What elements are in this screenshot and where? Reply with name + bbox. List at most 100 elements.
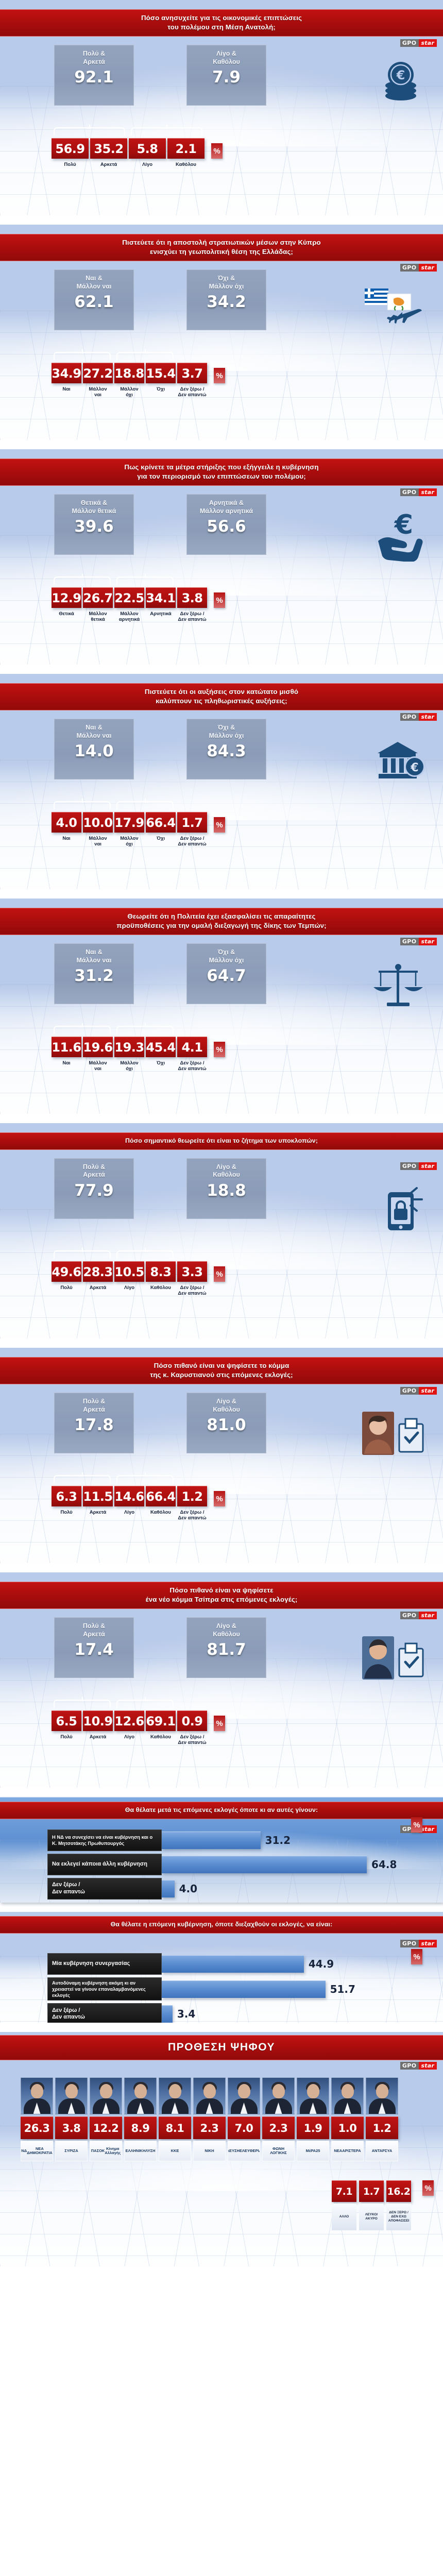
axis-label: Δεν ξέρω / Δεν απαντώ bbox=[178, 1510, 207, 1521]
value-cube-row: 4.0 10.0 17.9 66.4 1.7% bbox=[52, 812, 225, 833]
party-logo-line1: ΑΝΤΑΡΣΥΑ bbox=[371, 2148, 393, 2153]
party-column[interactable]: 1.2 ΑΝΤΑΡΣΥΑ bbox=[366, 2077, 398, 2161]
summary-label-line1: Λίγο & bbox=[216, 49, 236, 57]
party-value: 3.8 bbox=[55, 2116, 88, 2139]
panel-title: Θεωρείτε ότι η Πολιτεία έχει εξασφαλίσει… bbox=[0, 908, 443, 935]
greece-cyprus-flags-jet-icon bbox=[364, 285, 425, 345]
party-value: 7.0 bbox=[228, 2116, 260, 2139]
party-column[interactable]: 12.2 ΠΑΣΟΚ Κίνημα Αλλαγής bbox=[90, 2077, 122, 2161]
axis-label: Πολύ bbox=[60, 1285, 73, 1291]
party-column[interactable]: 1.0 ΝΕΑ ΑΡΙΣΤΕΡΑ bbox=[331, 2077, 364, 2161]
axis-label: Δεν ξέρω / Δεν απαντώ bbox=[178, 1060, 207, 1072]
gpo-logo-text: GPO bbox=[400, 264, 419, 272]
axis-label: Αρκετά bbox=[100, 162, 117, 167]
bar-fill bbox=[162, 2005, 173, 2023]
other-option-column: 16.2 ΔΕΝ ΞΕΡΩ / ΔΕΝ ΕΧΩ ΑΠΟΦΑΣΙΣΕΙ bbox=[386, 2180, 411, 2230]
value-cube: 1.7 bbox=[177, 812, 207, 833]
party-leader-portrait bbox=[21, 2077, 53, 2114]
grouping-brace-right bbox=[116, 1700, 174, 1708]
panel-title: Πόσο ανησυχείτε για τις οικονομικές επιπ… bbox=[0, 9, 443, 37]
party-value: 1.0 bbox=[331, 2116, 364, 2139]
star-logo-text: star bbox=[418, 938, 437, 945]
portrait-head bbox=[306, 2084, 319, 2098]
panel-title: Πως κρίνετε τα μέτρα στήριξης που εξήγγε… bbox=[0, 459, 443, 486]
summary-box-negative: Λίγο & Καθόλου 81.0 bbox=[186, 1392, 266, 1453]
party-value: 12.2 bbox=[90, 2116, 122, 2139]
portrait-head bbox=[30, 2084, 43, 2098]
gpo-logo-text: GPO bbox=[400, 488, 419, 496]
bar-row: Η ΝΔ να συνεχίσει να είναι κυβέρνηση και… bbox=[47, 1829, 408, 1851]
party-leader-portrait bbox=[262, 2077, 295, 2114]
axis-label-row: Θετικά Μάλλον θετικά Μάλλον αρνητικά Αρνητικά… bbox=[52, 611, 207, 623]
party-column[interactable]: 2.3 ΝΙΚΗ bbox=[193, 2077, 226, 2161]
axis-label: Μάλλον όχι bbox=[120, 386, 139, 398]
bar-row: Αυτοδύναμη κυβέρνηση ακόμη κι αν χρειαστ… bbox=[47, 1977, 408, 2001]
axis-label: Λίγο bbox=[142, 162, 153, 167]
portrait-head bbox=[203, 2084, 216, 2098]
summary-label-line2: Μάλλον αρνητικά bbox=[199, 507, 253, 515]
gpo-star-logo: GPO star bbox=[400, 1612, 437, 1619]
value-cube: 66.4 bbox=[146, 812, 176, 833]
party-column[interactable]: 8.1 ΚΚΕ bbox=[159, 2077, 191, 2161]
axis-label-row: Ναι Μάλλον ναι Μάλλον όχι Όχι Δεν ξέρω / Δεν απ… bbox=[52, 1060, 207, 1072]
other-option-column: 1.7 ΛΕΥΚΟ/ΑΚΥΡΟ bbox=[359, 2180, 384, 2230]
party-logo: ΝΔ ΝΕΑ ΔΗΜΟΚΡΑΤΙΑ bbox=[21, 2141, 53, 2161]
percent-badge: % bbox=[411, 1817, 422, 1833]
gpo-logo-text: GPO bbox=[400, 1612, 419, 1619]
axis-label: Ναι bbox=[62, 1060, 71, 1066]
bar-label: Αυτοδύναμη κυβέρνηση ακόμη κι αν χρειαστ… bbox=[47, 1977, 162, 2001]
summary-label: Ναι & Μάλλον ναι bbox=[55, 948, 133, 964]
grouping-brace-left bbox=[54, 1475, 111, 1483]
value-cube: 1.2 bbox=[177, 1486, 207, 1506]
summary-label-line2: Μάλλον όχι bbox=[209, 282, 244, 290]
panel-title: Πιστεύετε ότι η αποστολή στρατιωτικών μέ… bbox=[0, 234, 443, 261]
value-cube: 34.1 bbox=[146, 587, 176, 608]
party-column[interactable]: 26.3 ΝΔ ΝΕΑ ΔΗΜΟΚΡΑΤΙΑ bbox=[21, 2077, 53, 2161]
party-column[interactable]: 2.3 ΦΩΝΗ ΛΟΓΙΚΗΣ bbox=[262, 2077, 295, 2161]
axis-label: Καθόλου bbox=[176, 162, 196, 167]
axis-label: Δεν ξέρω / Δεν απαντώ bbox=[178, 1734, 207, 1746]
panel-title-line2: του πολέμου στη Μέση Ανατολή; bbox=[167, 23, 276, 31]
value-cube: 66.4 bbox=[146, 1486, 176, 1506]
summary-value: 81.0 bbox=[207, 1416, 246, 1435]
panel-title: ΠΡΟΘΕΣΗ ΨΗΦΟΥ bbox=[0, 2035, 443, 2061]
bar-fill bbox=[162, 1856, 367, 1873]
gpo-star-logo: GPO star bbox=[400, 1940, 437, 1947]
party-logo-line1: ΕΛΛΗΝΙΚΗ bbox=[125, 2148, 146, 2153]
grouping-brace-left bbox=[54, 1026, 111, 1034]
summary-value: 56.6 bbox=[207, 517, 246, 536]
party-logo-line1: ΚΚΕ bbox=[171, 2148, 179, 2153]
axis-label-row: Ναι Μάλλον ναι Μάλλον όχι Όχι Δεν ξέρω / Δεν απ… bbox=[52, 836, 207, 848]
summary-label-line2: Αρκετά bbox=[83, 1630, 105, 1638]
summary-label-line1: Ναι & bbox=[86, 948, 103, 956]
summary-label-line2: Μάλλον θετικά bbox=[72, 507, 116, 515]
party-column[interactable]: 3.8 ΣΥΡΙΖΑ bbox=[55, 2077, 88, 2161]
summary-label-line1: Όχι & bbox=[217, 948, 235, 956]
party-logo-line2: ΛΥΣΗ bbox=[145, 2148, 156, 2153]
value-cube: 17.9 bbox=[114, 812, 144, 833]
summary-label-line1: Λίγο & bbox=[216, 1397, 236, 1405]
summary-label: Όχι & Μάλλον όχι bbox=[187, 275, 266, 291]
value-cube: 28.3 bbox=[83, 1261, 113, 1282]
axis-label: Δεν ξέρω / Δεν απαντώ bbox=[178, 386, 207, 398]
panel-title-line1: Πόσο σημαντικό θεωρείτε ότι είναι το ζήτ… bbox=[125, 1137, 318, 1144]
poll-panel-middle-east-economic-impact: Πόσο ανησυχείτε για τις οικονομικές επιπ… bbox=[0, 0, 443, 215]
party-column[interactable]: 1.9 ΜέΡΑ25 bbox=[297, 2077, 329, 2161]
party-logo: ΠΑΣΟΚ Κίνημα Αλλαγής bbox=[90, 2141, 122, 2161]
value-cube: 49.6 bbox=[52, 1261, 81, 1282]
portrait-head bbox=[341, 2084, 354, 2098]
value-cube: 35.2 bbox=[90, 138, 127, 159]
gpo-logo-text: GPO bbox=[400, 1162, 419, 1170]
gpo-logo-text: GPO bbox=[400, 1387, 419, 1395]
axis-label: Όχι bbox=[157, 1060, 165, 1066]
party-value: 8.1 bbox=[159, 2116, 191, 2139]
bar-fill bbox=[162, 1880, 175, 1897]
summary-value: 17.4 bbox=[74, 1640, 114, 1659]
summary-label: Λίγο & Καθόλου bbox=[187, 50, 266, 66]
summary-value: 92.1 bbox=[74, 68, 114, 87]
star-logo-text: star bbox=[418, 39, 437, 47]
party-column[interactable]: 8.9 ΕΛΛΗΝΙΚΗ ΛΥΣΗ bbox=[124, 2077, 157, 2161]
party-column[interactable]: 7.0ΠΛΕΥΣΗΕΛΕΥΘΕΡΙΑΣ bbox=[228, 2077, 260, 2161]
panel-title-line2: καλύπτουν τις πληθωριστικές αυξήσεις; bbox=[156, 697, 287, 705]
axis-label: Λίγο bbox=[124, 1510, 135, 1515]
